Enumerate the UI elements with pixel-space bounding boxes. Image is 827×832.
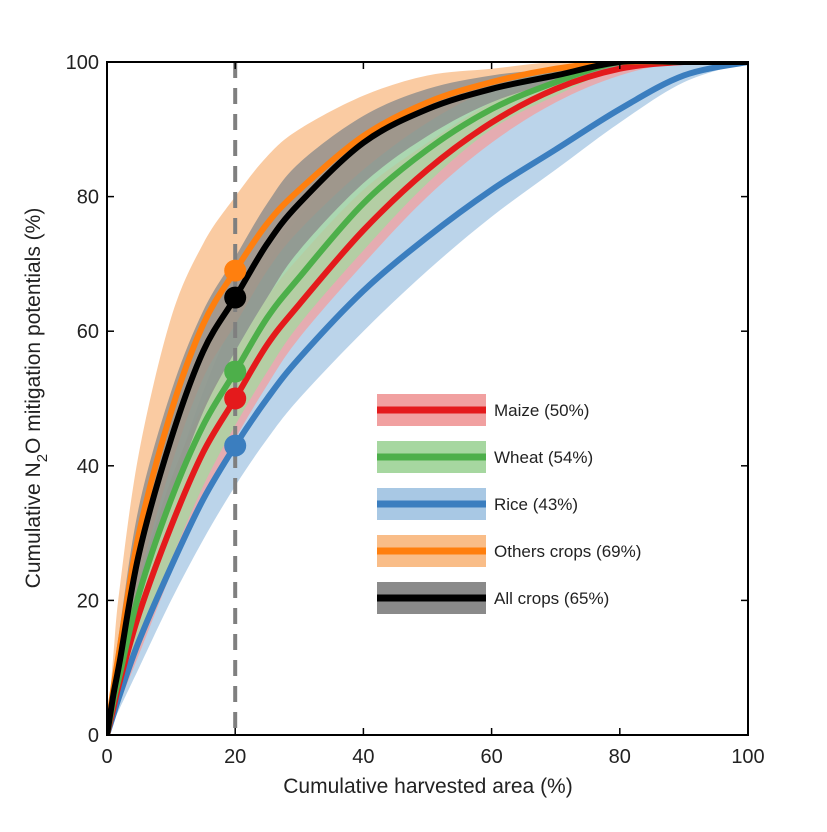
wheat-marker — [224, 360, 247, 383]
others-crops-marker — [224, 259, 247, 282]
series-markers — [224, 259, 247, 457]
y-axis-label: Cumulative N2O mitigation potentials (%) — [22, 208, 51, 589]
all-crops-line — [107, 62, 748, 735]
legend-label: Wheat (54%) — [494, 448, 593, 467]
legend-label: Others crops (69%) — [494, 542, 641, 561]
legend-label: Rice (43%) — [494, 495, 578, 514]
x-tick-label: 0 — [101, 746, 112, 768]
maize-line — [107, 62, 748, 735]
y-tick-label: 40 — [77, 456, 99, 478]
legend-label: Maize (50%) — [494, 401, 589, 420]
legend-item-others-crops: Others crops (69%) — [377, 535, 641, 567]
all-crops-band — [107, 62, 748, 735]
y-tick-label: 20 — [77, 590, 99, 612]
x-tick-label: 80 — [609, 746, 631, 768]
legend-item-wheat: Wheat (54%) — [377, 441, 593, 473]
x-tick-label: 40 — [352, 746, 374, 768]
plot-frame — [106, 61, 749, 736]
legend-item-all-crops: All crops (65%) — [377, 582, 609, 614]
legend: Maize (50%) Wheat (54%) Rice (43%) Others c… — [377, 394, 641, 614]
y-tick-label: 60 — [77, 321, 99, 343]
axis-ticks: 0 20 40 60 80 100 0 20 40 60 80 100 — [66, 52, 765, 768]
rice-line — [107, 62, 748, 735]
y-tick-label: 100 — [66, 52, 99, 74]
x-tick-label: 100 — [731, 746, 764, 768]
others-crops-line — [107, 62, 748, 735]
legend-label: All crops (65%) — [494, 589, 609, 608]
x-tick-label: 20 — [224, 746, 246, 768]
maize-marker — [224, 387, 247, 410]
x-tick-label: 60 — [480, 746, 502, 768]
rice-marker — [224, 434, 247, 457]
legend-item-rice: Rice (43%) — [377, 488, 578, 520]
x-axis-label: Cumulative harvested area (%) — [283, 775, 572, 798]
series-lines — [107, 62, 748, 735]
y-tick-label: 0 — [88, 725, 99, 747]
all-crops-marker — [224, 286, 247, 309]
legend-item-maize: Maize (50%) — [377, 394, 589, 426]
y-tick-label: 80 — [77, 187, 99, 209]
